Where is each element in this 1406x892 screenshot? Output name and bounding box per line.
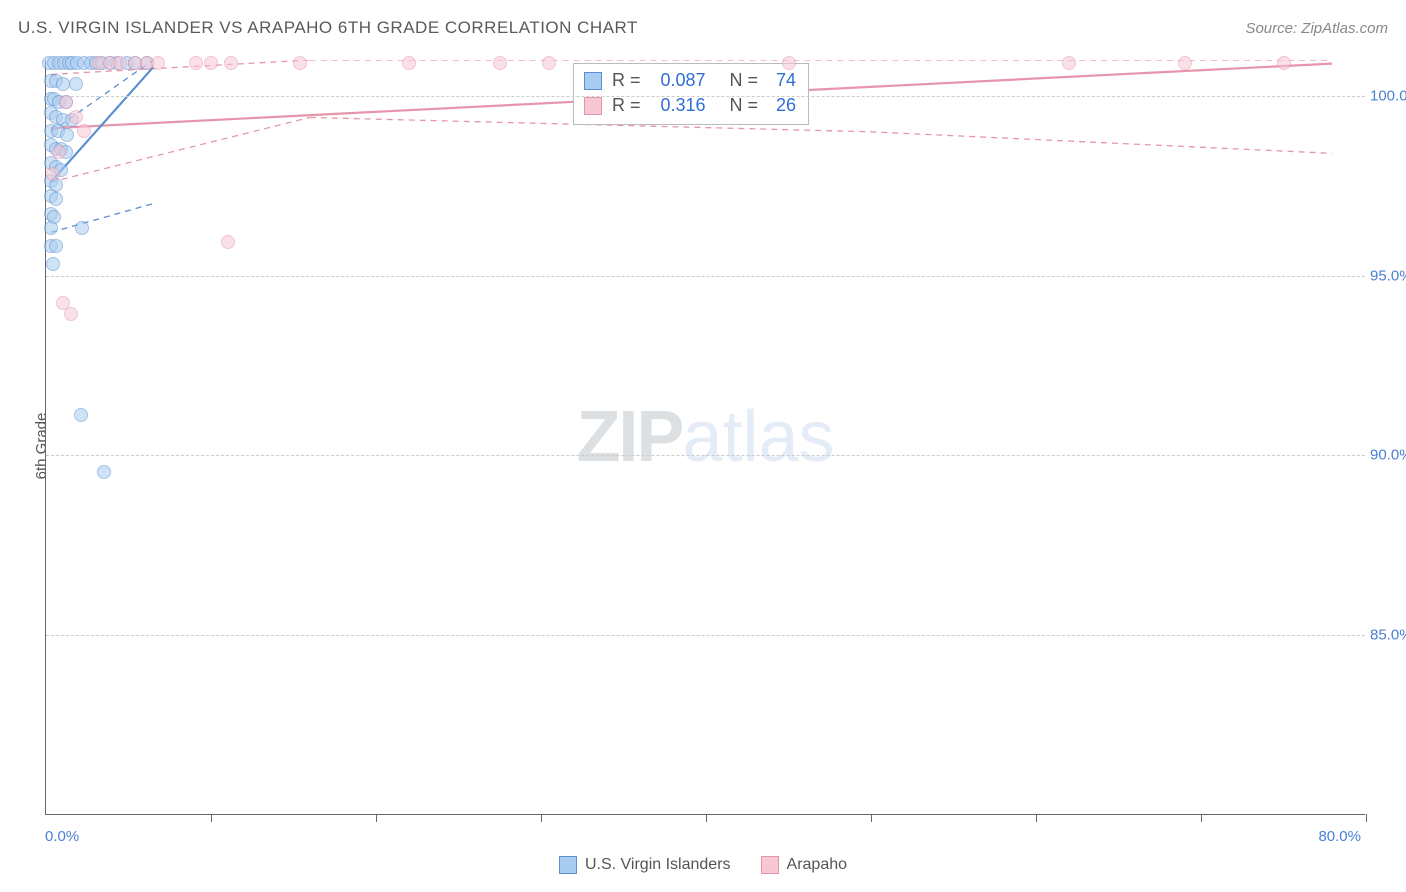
watermark: ZIPatlas [576, 396, 834, 478]
data-point-arapaho [542, 56, 556, 70]
gridline-h [46, 96, 1365, 97]
n-value-arapaho: 26 [768, 95, 796, 116]
stats-row-usvi: R = 0.087 N = 74 [584, 68, 796, 93]
y-tick-label: 85.0% [1370, 627, 1406, 644]
data-point-arapaho [59, 95, 73, 109]
r-value-arapaho: 0.316 [651, 95, 706, 116]
y-tick-label: 100.0% [1370, 87, 1406, 104]
data-point-arapaho [46, 167, 60, 181]
x-tick [211, 814, 212, 822]
data-point-usvi [97, 465, 111, 479]
swatch-usvi [584, 72, 602, 90]
data-point-arapaho [1062, 56, 1076, 70]
n-label: N = [730, 95, 759, 116]
source-attribution: Source: ZipAtlas.com [1245, 20, 1388, 37]
legend-item-usvi: U.S. Virgin Islanders [559, 856, 731, 874]
data-point-usvi [75, 221, 89, 235]
data-point-arapaho [52, 145, 66, 159]
data-point-arapaho [204, 56, 218, 70]
x-tick [1201, 814, 1202, 822]
x-min-label: 0.0% [45, 828, 79, 845]
r-value-usvi: 0.087 [651, 70, 706, 91]
legend-swatch-usvi [559, 856, 577, 874]
data-point-arapaho [221, 235, 235, 249]
legend-label-usvi: U.S. Virgin Islanders [585, 856, 731, 874]
legend-swatch-arapaho [761, 856, 779, 874]
data-point-usvi [44, 221, 58, 235]
r-label: R = [612, 70, 641, 91]
data-point-arapaho [293, 56, 307, 70]
legend-item-arapaho: Arapaho [761, 856, 848, 874]
n-label: N = [730, 70, 759, 91]
watermark-light: atlas [682, 397, 834, 477]
data-point-arapaho [113, 56, 127, 70]
x-tick [376, 814, 377, 822]
r-label: R = [612, 95, 641, 116]
legend-label-arapaho: Arapaho [787, 856, 848, 874]
data-point-arapaho [782, 56, 796, 70]
data-point-arapaho [189, 56, 203, 70]
data-point-usvi [60, 128, 74, 142]
y-tick-label: 95.0% [1370, 267, 1406, 284]
data-point-usvi [49, 239, 63, 253]
x-tick [706, 814, 707, 822]
scatter-plot-area: ZIPatlas R = 0.087 N = 74 R = 0.316 N = … [45, 60, 1365, 815]
data-point-usvi [69, 77, 83, 91]
correlation-stats-box: R = 0.087 N = 74 R = 0.316 N = 26 [573, 63, 809, 125]
data-point-arapaho [402, 56, 416, 70]
trend-lines-layer [46, 60, 1365, 814]
gridline-h [46, 455, 1365, 456]
data-point-arapaho [224, 56, 238, 70]
data-point-usvi [49, 192, 63, 206]
x-max-label: 80.0% [1318, 828, 1361, 845]
data-point-usvi [56, 77, 70, 91]
x-tick [1366, 814, 1367, 822]
data-point-arapaho [69, 110, 83, 124]
data-point-arapaho [151, 56, 165, 70]
data-point-arapaho [64, 307, 78, 321]
gridline-h [46, 276, 1365, 277]
x-tick [1036, 814, 1037, 822]
gridline-h [46, 635, 1365, 636]
legend: U.S. Virgin Islanders Arapaho [0, 856, 1406, 874]
data-point-arapaho [77, 124, 91, 138]
data-point-usvi [46, 257, 60, 271]
data-point-arapaho [493, 56, 507, 70]
watermark-bold: ZIP [576, 397, 682, 477]
n-value-usvi: 74 [768, 70, 796, 91]
y-tick-label: 90.0% [1370, 447, 1406, 464]
x-tick [871, 814, 872, 822]
data-point-arapaho [1178, 56, 1192, 70]
data-point-usvi [74, 408, 88, 422]
chart-title: U.S. VIRGIN ISLANDER VS ARAPAHO 6TH GRAD… [18, 18, 638, 38]
x-tick [541, 814, 542, 822]
data-point-arapaho [1277, 56, 1291, 70]
swatch-arapaho [584, 97, 602, 115]
